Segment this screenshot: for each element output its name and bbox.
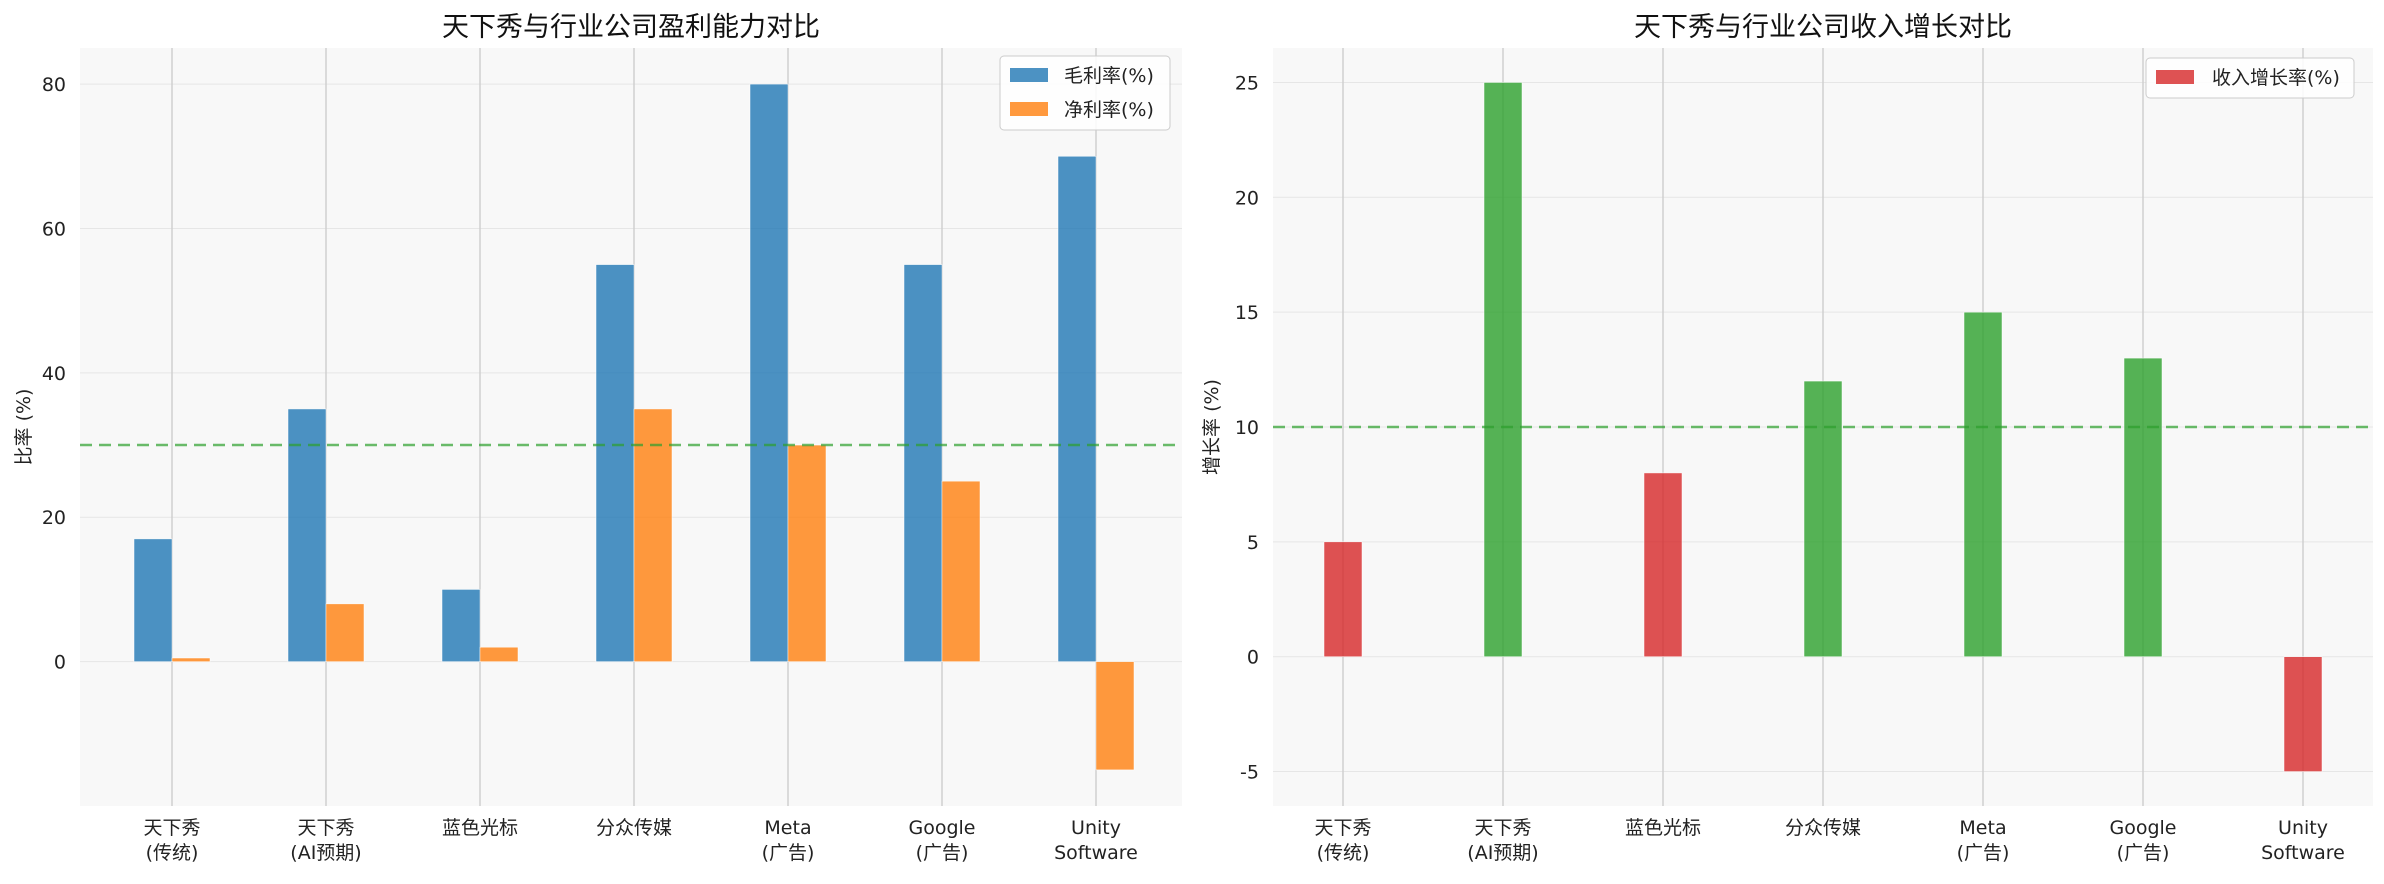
x-tick-label-line: Google <box>908 817 975 839</box>
bar-revenue-growth <box>1483 82 1523 657</box>
x-tick-label-line: 蓝色光标 <box>1625 817 1701 839</box>
x-tick-label-line: (广告) <box>916 842 969 864</box>
profitability-chart: 0 20 40 60 80 天下秀 (传统) 天下秀 (AI预期) 蓝色光标 分众传媒 Meta (广… <box>13 12 1182 864</box>
x-tick-label-line: (AI预期) <box>1467 842 1538 864</box>
y-tick-label: 15 <box>1235 302 1259 324</box>
bar-gross-margin <box>595 264 635 662</box>
bar-revenue-growth <box>1323 541 1363 657</box>
legend: 收入增长率(%) <box>2145 57 2355 99</box>
x-tick-label-line: 天下秀 <box>1474 817 1531 839</box>
x-tick-label-line: (传统) <box>1317 842 1370 864</box>
y-tick-label: 5 <box>1247 532 1259 554</box>
legend-swatch-net-margin <box>1010 102 1048 116</box>
y-tick-label: 80 <box>42 74 66 96</box>
x-tick-label-line: 天下秀 <box>297 817 354 839</box>
bar-net-margin <box>1095 661 1135 771</box>
bar-revenue-growth <box>2123 357 2163 657</box>
y-tick-label: 0 <box>1247 647 1259 669</box>
x-tick-label: 分众传媒 <box>596 817 672 839</box>
x-tick-label-line: 蓝色光标 <box>442 817 518 839</box>
x-tick-label: 天下秀 (传统) <box>1314 817 1371 864</box>
x-tick-label: 天下秀 (AI预期) <box>1467 817 1538 864</box>
legend-label-gross-margin: 毛利率(%) <box>1064 65 1154 87</box>
x-tick-label: Meta (广告) <box>762 817 815 864</box>
x-tick-label: 分众传媒 <box>1785 817 1861 839</box>
x-tick-label-line: (传统) <box>146 842 199 864</box>
legend-label-revenue-growth: 收入增长率(%) <box>2212 67 2340 89</box>
y-tick-label: 20 <box>1235 187 1259 209</box>
y-axis-label: 增长率 (%) <box>1201 379 1223 475</box>
x-tick-label: 蓝色光标 <box>442 817 518 839</box>
chart-title: 天下秀与行业公司盈利能力对比 <box>442 12 820 43</box>
x-tick-label-line: (广告) <box>2117 842 2170 864</box>
x-tick-label-line: Unity <box>2278 817 2328 839</box>
x-tick-label: 天下秀 (AI预期) <box>290 817 361 864</box>
x-tick-label-line: 分众传媒 <box>596 817 672 839</box>
y-tick-label: 0 <box>54 652 66 674</box>
y-tick-label: -5 <box>1240 762 1259 784</box>
bar-revenue-growth <box>1803 380 1843 657</box>
y-tick-label: 10 <box>1235 417 1259 439</box>
bar-gross-margin <box>1057 156 1097 662</box>
bar-revenue-growth <box>1963 311 2003 657</box>
y-axis-label: 比率 (%) <box>13 389 35 466</box>
bar-net-margin <box>479 646 519 662</box>
x-tick-label: Google (广告) <box>908 817 975 864</box>
x-tick-label: 蓝色光标 <box>1625 817 1701 839</box>
x-tick-label-line: 天下秀 <box>1314 817 1371 839</box>
legend-swatch-gross-margin <box>1010 68 1048 82</box>
bar-net-margin <box>633 408 673 662</box>
x-tick-label-line: Software <box>2261 842 2345 864</box>
x-tick-label: Unity Software <box>2261 817 2345 864</box>
x-tick-label-line: 分众传媒 <box>1785 817 1861 839</box>
x-tick-label-line: Unity <box>1071 817 1121 839</box>
x-tick-label-line: Software <box>1054 842 1138 864</box>
bar-gross-margin <box>903 264 943 662</box>
x-tick-label: 天下秀 (传统) <box>143 817 200 864</box>
bar-net-margin <box>941 480 981 662</box>
x-tick-label-line: (AI预期) <box>290 842 361 864</box>
x-tick-label-line: (广告) <box>762 842 815 864</box>
bar-gross-margin <box>287 408 327 662</box>
y-tick-label: 40 <box>42 363 66 385</box>
x-tick-label: Google (广告) <box>2109 817 2176 864</box>
legend-box <box>2145 57 2355 99</box>
y-tick-label: 20 <box>42 507 66 529</box>
chart-title: 天下秀与行业公司收入增长对比 <box>1634 12 2012 43</box>
x-tick-label-line: Google <box>2109 817 2176 839</box>
bar-net-margin <box>325 603 365 662</box>
x-tick-label-line: 天下秀 <box>143 817 200 839</box>
x-tick-label-line: Meta <box>1959 817 2006 839</box>
bar-revenue-growth <box>2283 656 2323 772</box>
x-tick-label-line: (广告) <box>1957 842 2010 864</box>
x-tick-label-line: Meta <box>764 817 811 839</box>
bar-gross-margin <box>749 83 789 662</box>
bar-gross-margin <box>441 589 481 662</box>
legend-label-net-margin: 净利率(%) <box>1064 99 1154 121</box>
bar-net-margin <box>787 444 827 662</box>
x-tick-label: Meta (广告) <box>1957 817 2010 864</box>
y-tick-label: 25 <box>1235 72 1259 94</box>
bar-revenue-growth <box>1643 472 1683 657</box>
bar-net-margin <box>171 657 211 662</box>
bar-gross-margin <box>133 538 173 662</box>
legend: 毛利率(%) 净利率(%) <box>999 55 1171 131</box>
x-tick-label: Unity Software <box>1054 817 1138 864</box>
legend-swatch-revenue-growth <box>2156 70 2194 84</box>
revenue-growth-chart: -5 0 5 10 15 20 25 天下秀 (传统) 天下秀 (AI预期) 蓝色光标 分众传媒 Met… <box>1201 12 2373 864</box>
y-tick-label: 60 <box>42 218 66 240</box>
